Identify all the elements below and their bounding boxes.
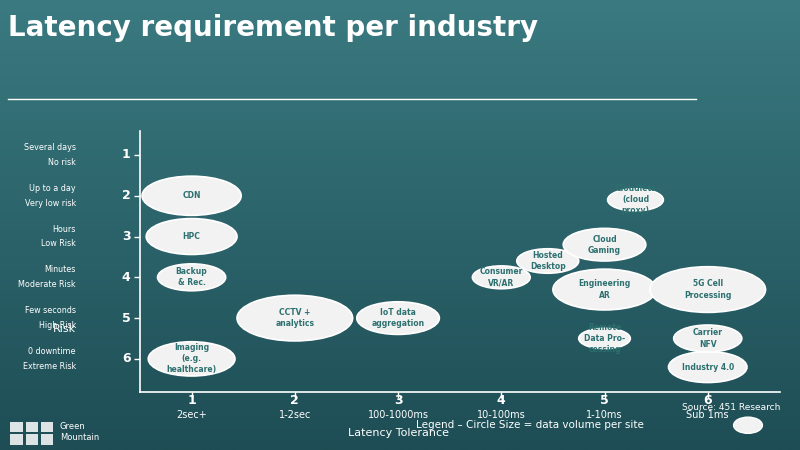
- Circle shape: [563, 229, 646, 261]
- Text: Source: 451 Research: Source: 451 Research: [682, 403, 780, 412]
- Text: Low Risk: Low Risk: [41, 239, 76, 248]
- Text: Few seconds: Few seconds: [25, 306, 76, 315]
- Text: 0 downtime: 0 downtime: [29, 347, 76, 356]
- Circle shape: [237, 295, 353, 341]
- Text: Up to a day: Up to a day: [30, 184, 76, 193]
- Text: 10-100ms: 10-100ms: [477, 410, 526, 420]
- Circle shape: [357, 302, 439, 334]
- Text: 2sec+: 2sec+: [176, 410, 207, 420]
- Text: 2: 2: [290, 394, 299, 406]
- Text: 1: 1: [122, 148, 130, 162]
- Circle shape: [142, 176, 241, 215]
- Circle shape: [650, 267, 766, 312]
- Text: HPC: HPC: [182, 232, 201, 241]
- Text: 6: 6: [703, 394, 712, 406]
- Text: Latency Tolerance: Latency Tolerance: [347, 428, 449, 438]
- Text: 100-1000ms: 100-1000ms: [367, 410, 429, 420]
- Text: Imaging
(e.g.
healthcare): Imaging (e.g. healthcare): [166, 343, 217, 374]
- Circle shape: [148, 342, 235, 376]
- Circle shape: [517, 249, 578, 273]
- Circle shape: [674, 325, 742, 352]
- FancyBboxPatch shape: [26, 422, 38, 432]
- Text: 6: 6: [122, 352, 130, 365]
- Text: Industry 4.0: Industry 4.0: [682, 363, 734, 372]
- Text: CCTV +
analytics: CCTV + analytics: [275, 308, 314, 328]
- Text: 3: 3: [394, 394, 402, 406]
- Text: Hosted
Desktop: Hosted Desktop: [530, 251, 566, 271]
- FancyBboxPatch shape: [26, 434, 38, 445]
- Text: 2: 2: [122, 189, 130, 202]
- Text: Extreme Risk: Extreme Risk: [22, 362, 76, 371]
- Text: 1: 1: [187, 394, 196, 406]
- Text: 5G Cell
Processing: 5G Cell Processing: [684, 279, 731, 300]
- Text: Cloud
Gaming: Cloud Gaming: [588, 234, 621, 255]
- Text: Sub 1ms: Sub 1ms: [686, 410, 729, 420]
- Circle shape: [608, 189, 663, 211]
- Circle shape: [578, 328, 630, 349]
- Text: 5: 5: [122, 311, 130, 324]
- Text: High Risk: High Risk: [38, 321, 76, 330]
- FancyBboxPatch shape: [41, 434, 54, 445]
- Text: Engineering
AR: Engineering AR: [578, 279, 630, 300]
- Circle shape: [146, 219, 237, 255]
- Text: Moderate Risk: Moderate Risk: [18, 280, 76, 289]
- Text: 1-2sec: 1-2sec: [278, 410, 311, 420]
- Text: CDN: CDN: [182, 191, 201, 200]
- Circle shape: [553, 269, 656, 310]
- Text: Hours: Hours: [53, 225, 76, 234]
- FancyBboxPatch shape: [41, 422, 54, 432]
- Text: No risk: No risk: [48, 158, 76, 167]
- Text: Cloudlets
(cloud
proxy): Cloudlets (cloud proxy): [615, 184, 656, 216]
- Text: 1-10ms: 1-10ms: [586, 410, 622, 420]
- Text: Backup
& Rec.: Backup & Rec.: [176, 267, 207, 288]
- Circle shape: [158, 264, 226, 291]
- Text: Green
Mountain: Green Mountain: [60, 422, 99, 442]
- Text: 4: 4: [122, 271, 130, 284]
- Text: Risk: Risk: [53, 324, 76, 333]
- FancyBboxPatch shape: [10, 434, 22, 445]
- Text: Carrier
NFV: Carrier NFV: [693, 328, 722, 349]
- Circle shape: [472, 266, 530, 289]
- Text: 3: 3: [122, 230, 130, 243]
- Text: Legend – Circle Size = data volume per site: Legend – Circle Size = data volume per s…: [416, 420, 644, 430]
- Text: 4: 4: [497, 394, 506, 406]
- Text: Minutes: Minutes: [45, 266, 76, 274]
- Text: Very low risk: Very low risk: [25, 198, 76, 207]
- Text: Remote
Data Pro-
cessing: Remote Data Pro- cessing: [584, 323, 625, 354]
- Text: Several days: Several days: [24, 143, 76, 152]
- Text: Consumer
VR/AR: Consumer VR/AR: [480, 267, 523, 288]
- Text: Latency requirement per industry: Latency requirement per industry: [8, 14, 538, 41]
- Text: IoT data
aggregation: IoT data aggregation: [371, 308, 425, 328]
- Circle shape: [669, 351, 747, 382]
- FancyBboxPatch shape: [10, 422, 22, 432]
- Text: 5: 5: [600, 394, 609, 406]
